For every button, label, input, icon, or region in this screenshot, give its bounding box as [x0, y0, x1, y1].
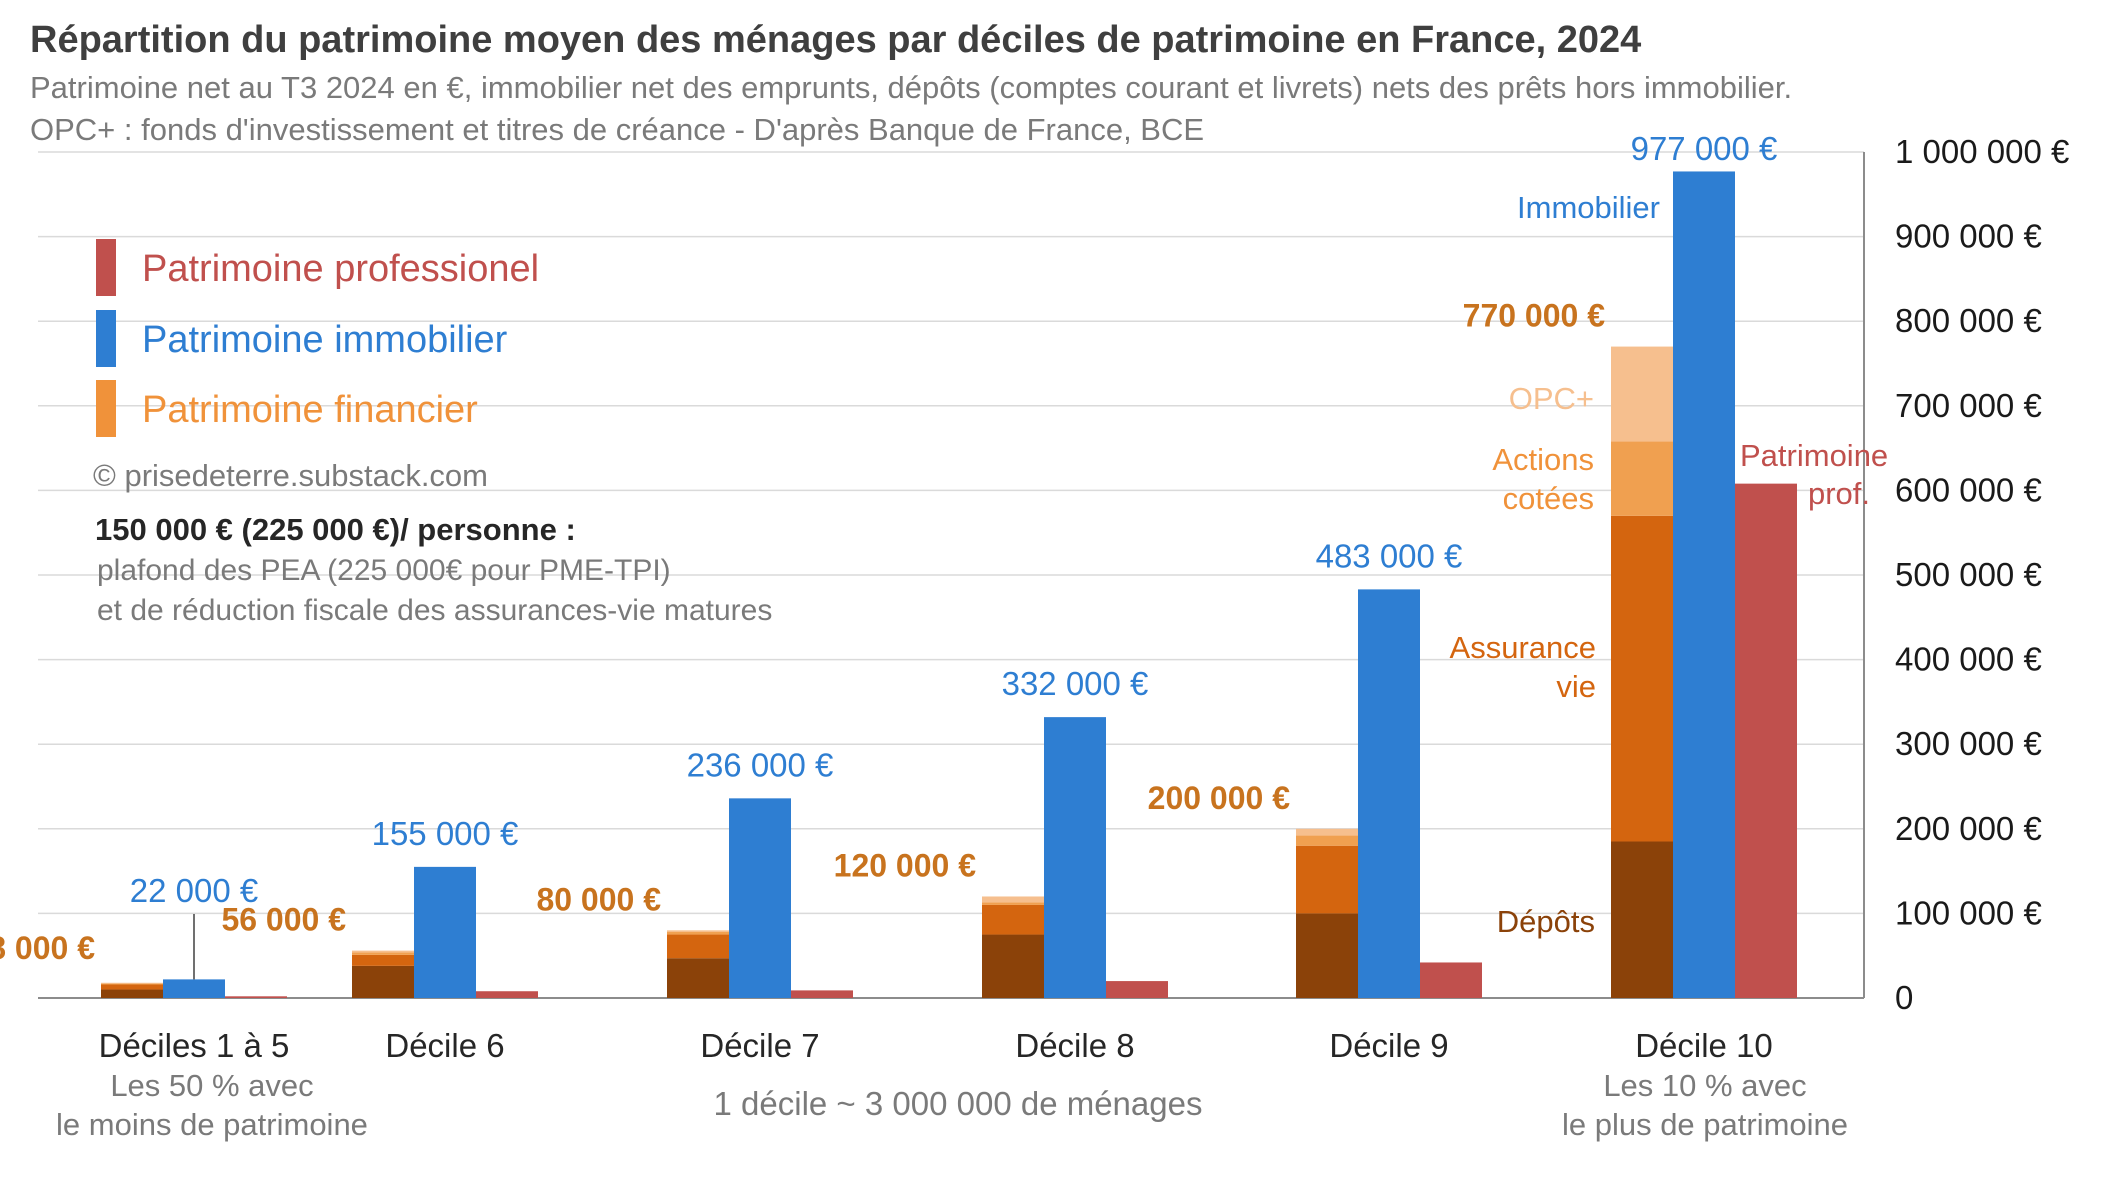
label-actions-1: Actions [1492, 442, 1594, 477]
value-labels: 18 000 € 22 000 €56 000 € 155 000 € 80 000 … [0, 130, 1778, 980]
label-opc: OPC+ [1509, 381, 1594, 416]
bar-actions [101, 983, 163, 985]
label-assurance-1: Assurance [1450, 630, 1596, 665]
legend-label-financier: Patrimoine financier [142, 389, 478, 431]
category-label: Décile 8 [1015, 1027, 1134, 1064]
label-pro-1: Patrimoine [1740, 438, 1888, 473]
bar-professionnel [1735, 483, 1797, 999]
legend-label-professionnel: Patrimoine professionel [142, 248, 539, 290]
label-assurance-2: vie [1556, 669, 1596, 704]
y-tick-label: 1 000 000 € [1895, 133, 2069, 170]
y-tick-label: 400 000 € [1895, 641, 2042, 678]
bar-depots [101, 989, 163, 998]
y-tick-label: 200 000 € [1895, 810, 2042, 847]
bar-immobilier [414, 866, 476, 998]
y-tick-label: 100 000 € [1895, 894, 2042, 931]
bar-professionnel [1420, 962, 1482, 998]
label-immobilier-value: 22 000 € [130, 872, 258, 909]
bar-actions [1611, 441, 1673, 516]
label-financier-total: 120 000 € [834, 847, 977, 883]
bar-professionnel [225, 996, 287, 998]
legend-swatch-financier [96, 380, 116, 437]
bar-opc [352, 950, 414, 953]
bars [101, 171, 1797, 999]
label-financier-total: 56 000 € [221, 902, 346, 938]
y-tick-label: 0 [1895, 979, 1913, 1016]
bar-assurance-vie [1296, 845, 1358, 914]
bar-opc [1611, 346, 1673, 442]
bar-depots [667, 958, 729, 998]
footer-right-2: le plus de patrimoine [1562, 1107, 1848, 1142]
legend: Patrimoine professionel Patrimoine immob… [96, 239, 539, 437]
legend-label-immobilier: Patrimoine immobilier [142, 319, 508, 361]
bar-immobilier [1673, 171, 1735, 998]
bar-assurance-vie [667, 934, 729, 959]
footer-center: 1 décile ~ 3 000 000 de ménages [714, 1085, 1203, 1122]
y-tick-label: 900 000 € [1895, 218, 2042, 255]
bar-actions [667, 932, 729, 935]
label-financier-total: 200 000 € [1148, 780, 1291, 816]
bar-actions [352, 952, 414, 955]
bar-depots [1611, 841, 1673, 998]
y-axis-ticks: 0 100 000 € 200 000 € 300 000 € 400 000 € 500… [1895, 133, 2069, 1016]
bar-opc [1296, 828, 1358, 836]
label-immobilier-value: 977 000 € [1631, 130, 1778, 167]
y-tick-label: 300 000 € [1895, 725, 2042, 762]
note-line-1: plafond des PEA (225 000€ pour PME-TPI) [97, 554, 671, 587]
legend-swatch-immobilier [96, 310, 116, 367]
label-immobilier-value: 332 000 € [1002, 665, 1149, 702]
y-tick-label: 600 000 € [1895, 471, 2042, 508]
label-financier-total: 18 000 € [0, 930, 95, 966]
footer-left-1: Les 50 % avec [110, 1068, 313, 1103]
footer-right-1: Les 10 % avec [1603, 1068, 1806, 1103]
label-immobilier-value: 236 000 € [687, 746, 834, 783]
bar-assurance-vie [352, 954, 414, 966]
category-labels: Déciles 1 à 5 Décile 6 Décile 7 Décile 8 Déc… [99, 1027, 1773, 1064]
bar-actions [982, 902, 1044, 905]
bar-depots [1296, 913, 1358, 998]
category-label: Décile 9 [1329, 1027, 1448, 1064]
bar-professionnel [476, 991, 538, 998]
bar-immobilier [163, 979, 225, 998]
label-actions-2: cotées [1503, 481, 1594, 516]
chart-subtitle-1: Patrimoine net au T3 2024 en €, immobili… [30, 70, 1792, 105]
bar-opc [982, 896, 1044, 903]
bar-opc [101, 982, 163, 984]
label-financier-total: 770 000 € [1463, 298, 1606, 334]
label-depots: Dépôts [1497, 904, 1595, 939]
gridlines [38, 151, 1864, 999]
chart-title: Répartition du patrimoine moyen des ména… [30, 19, 1641, 61]
y-tick-label: 800 000 € [1895, 302, 2042, 339]
bar-immobilier [1358, 589, 1420, 998]
bar-professionnel [791, 990, 853, 998]
category-label: Décile 7 [700, 1027, 819, 1064]
category-label: Déciles 1 à 5 [99, 1027, 290, 1064]
label-pro-2: prof. [1808, 476, 1870, 511]
bar-professionnel [1106, 981, 1168, 998]
bar-immobilier [1044, 717, 1106, 998]
bar-assurance-vie [101, 984, 163, 990]
y-tick-label: 700 000 € [1895, 387, 2042, 424]
y-tick-label: 500 000 € [1895, 556, 2042, 593]
label-financier-total: 80 000 € [536, 881, 661, 917]
bar-depots [982, 934, 1044, 998]
bar-immobilier [729, 798, 791, 998]
note-bold: 150 000 € (225 000 €)/ personne : [95, 512, 576, 547]
bar-assurance-vie [1611, 515, 1673, 842]
footer-left-2: le moins de patrimoine [56, 1107, 368, 1142]
bar-depots [352, 965, 414, 998]
label-immobilier: Immobilier [1517, 190, 1660, 225]
copyright: © prisedeterre.substack.com [93, 458, 488, 493]
bar-opc [667, 930, 729, 933]
bar-actions [1296, 835, 1358, 846]
chart-subtitle-2: OPC+ : fonds d'investissement et titres … [30, 112, 1204, 147]
category-label: Décile 6 [385, 1027, 504, 1064]
category-label: Décile 10 [1635, 1027, 1773, 1064]
label-immobilier-value: 483 000 € [1316, 537, 1463, 574]
label-immobilier-value: 155 000 € [372, 815, 519, 852]
note-line-2: et de réduction fiscale des assurances-v… [97, 594, 772, 627]
legend-swatch-professionnel [96, 239, 116, 296]
bar-assurance-vie [982, 904, 1044, 935]
